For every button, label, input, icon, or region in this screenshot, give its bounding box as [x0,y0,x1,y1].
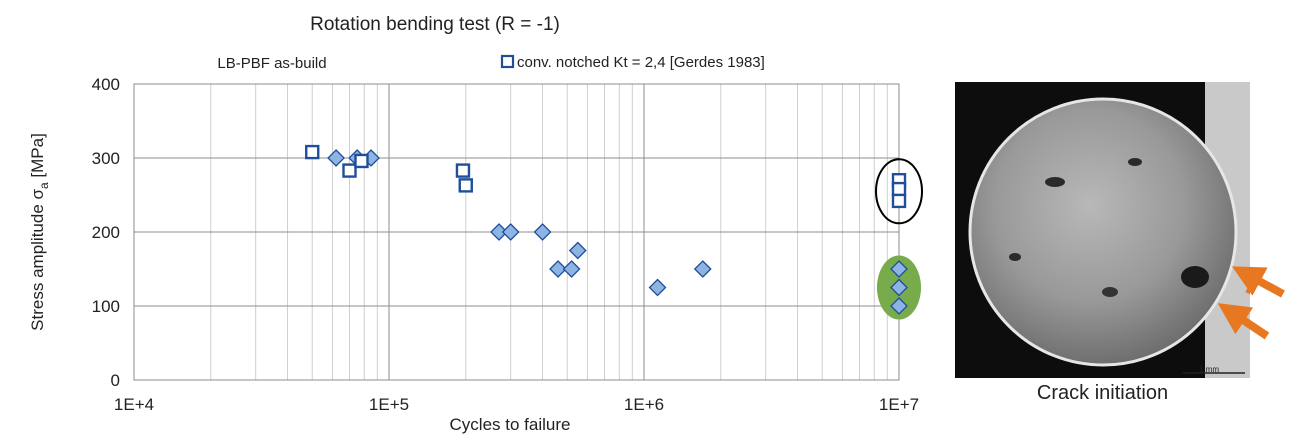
y-axis-label: Stress amplitude σa [MPa] [28,133,51,331]
data-point-square [342,163,357,178]
x-tick-labels: 1E+4 1E+5 1E+6 1E+7 [114,395,919,414]
highlight-ellipse-outline [875,158,923,225]
gridlines [134,84,899,380]
x-tick-label: 1E+6 [624,395,664,414]
y-tick-label: 0 [111,371,120,390]
x-tick-label: 1E+5 [369,395,409,414]
data-point-diamond [562,260,581,278]
chart-subtitle: LB-PBF as-build [217,55,326,72]
data-point-diamond [693,260,712,278]
scale-bar-label: 1 mm [1199,365,1219,374]
data-point-square [458,178,473,193]
y-tick-label: 300 [92,149,120,168]
fracture-surface [968,97,1238,367]
data-point-diamond [549,260,567,278]
arrow-icon [1231,266,1285,298]
pore [1181,266,1209,288]
data-point-diamond [890,297,908,315]
y-tick-label: 100 [92,297,120,316]
y-tick-label: 400 [92,75,120,94]
y-axis-label-subscript: a [37,182,51,189]
pore [1045,177,1065,187]
legend: conv. notched Kt = 2,4 [Gerdes 1983] [500,54,765,71]
data-point-square [305,144,320,160]
plot-frame [133,83,900,381]
y-tick-labels: 0 100 200 300 400 [92,75,120,390]
pore [1128,158,1142,166]
x-tick-label: 1E+7 [879,395,919,414]
fracture-photo: 1 mm [955,82,1255,378]
x-axis-label: Cycles to failure [450,415,571,434]
chart: Rotation bending test (R = -1) LB-PBF as… [28,14,923,434]
y-tick-label: 200 [92,223,120,242]
data-point-diamond [327,149,345,167]
data-point-diamond [490,223,508,241]
data-point-square [891,193,907,209]
x-tick-label: 1E+4 [114,395,154,414]
legend-label: conv. notched Kt = 2,4 [Gerdes 1983] [517,54,765,71]
y-axis-label-main: Stress amplitude σ [28,188,47,330]
data-point-diamond [890,260,908,278]
data-point-diamond [890,278,908,297]
data-point-square [455,163,471,178]
data-point-square [891,181,907,197]
y-axis-label-unit: [MPa] [28,133,47,182]
data-point-diamond [533,223,552,241]
legend-square-marker [500,54,515,69]
data-point-square [354,153,369,169]
arrow-icon [1245,285,1255,296]
data-point-diamond [568,241,587,260]
chart-title: Rotation bending test (R = -1) [310,14,560,35]
data-point-diamond [648,278,667,297]
photo-caption: Crack initiation [1036,382,1169,404]
pore [1009,253,1021,261]
data-points [305,144,908,315]
data-point-diamond [501,223,520,241]
pore [1102,287,1118,297]
